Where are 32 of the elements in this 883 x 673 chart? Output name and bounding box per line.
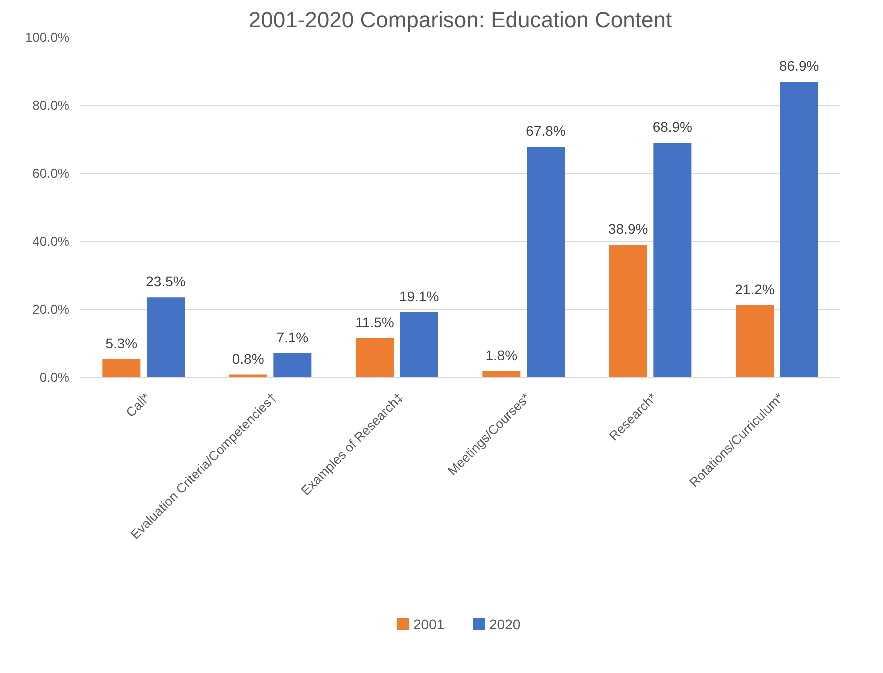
data-label: 0.8% [232, 350, 264, 367]
bar [609, 245, 648, 378]
y-tick-label: 80.0% [32, 98, 70, 113]
data-label: 67.8% [526, 122, 566, 139]
bar [274, 353, 312, 378]
bar [102, 359, 141, 378]
data-label: 68.9% [652, 119, 693, 136]
y-tick-label: 0.0% [40, 370, 70, 385]
y-tick-label: 60.0% [32, 166, 70, 181]
data-label: 23.5% [146, 274, 186, 290]
data-label: 19.1% [399, 288, 440, 305]
bar [356, 338, 394, 378]
bar [780, 82, 818, 378]
bar [736, 305, 774, 378]
legend-label: 2020 [490, 616, 521, 632]
bar [147, 298, 185, 378]
data-label: 5.3% [106, 335, 138, 352]
data-label: 1.8% [486, 347, 518, 364]
data-label: 21.2% [735, 281, 775, 298]
y-tick-label: 100.0% [25, 30, 70, 45]
legend-label: 2001 [414, 616, 445, 632]
data-label: 11.5% [356, 314, 394, 330]
y-tick-label: 40.0% [32, 234, 70, 249]
data-label: 38.9% [608, 221, 648, 238]
bar [527, 146, 565, 378]
chart-title: 2001-2020 Comparison: Education Content [248, 8, 672, 32]
data-label: 7.1% [276, 329, 309, 346]
data-label: 86.9% [779, 58, 820, 74]
y-tick-label: 20.0% [32, 302, 70, 317]
bar [654, 143, 692, 378]
bar [400, 312, 438, 378]
bar [482, 371, 521, 378]
